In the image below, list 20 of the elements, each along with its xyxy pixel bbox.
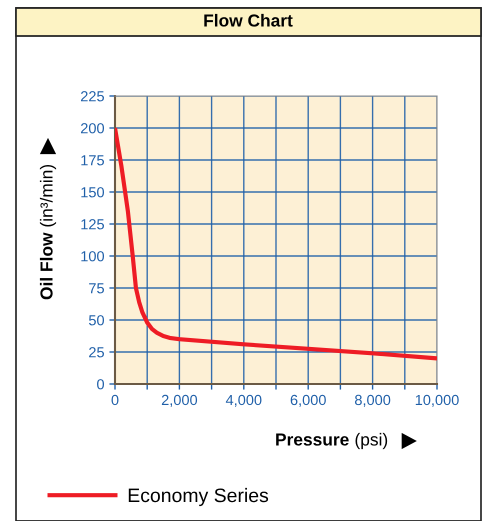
- y-tick-label: 225: [80, 91, 104, 102]
- x-tick-label: 2,000: [162, 394, 198, 407]
- legend-label: Economy Series: [128, 488, 268, 506]
- x-tick-label: 6,000: [290, 394, 326, 407]
- x-tick-label: 4,000: [226, 394, 262, 407]
- x-axis-title: Pressure (psi): [276, 432, 388, 450]
- y-tick-label: 0: [97, 379, 104, 390]
- x-tick-label: 0: [112, 394, 118, 406]
- y-tick-label: 150: [81, 187, 104, 198]
- y-tick-label: 200: [80, 123, 104, 134]
- x-tick-label: 8,000: [354, 394, 390, 407]
- y-tick-label: 175: [81, 155, 104, 166]
- y-axis-title: Oil Flow (in³/min): [40, 164, 56, 300]
- y-tick-label: 125: [81, 219, 104, 230]
- y-tick-label: 25: [89, 347, 104, 358]
- y-tick-label: 50: [88, 315, 104, 326]
- y-tick-label: 100: [81, 251, 104, 262]
- chart-title: Flow Chart: [204, 14, 293, 27]
- x-tick-label: 10,000: [416, 394, 459, 407]
- y-tick-label: 75: [89, 283, 104, 294]
